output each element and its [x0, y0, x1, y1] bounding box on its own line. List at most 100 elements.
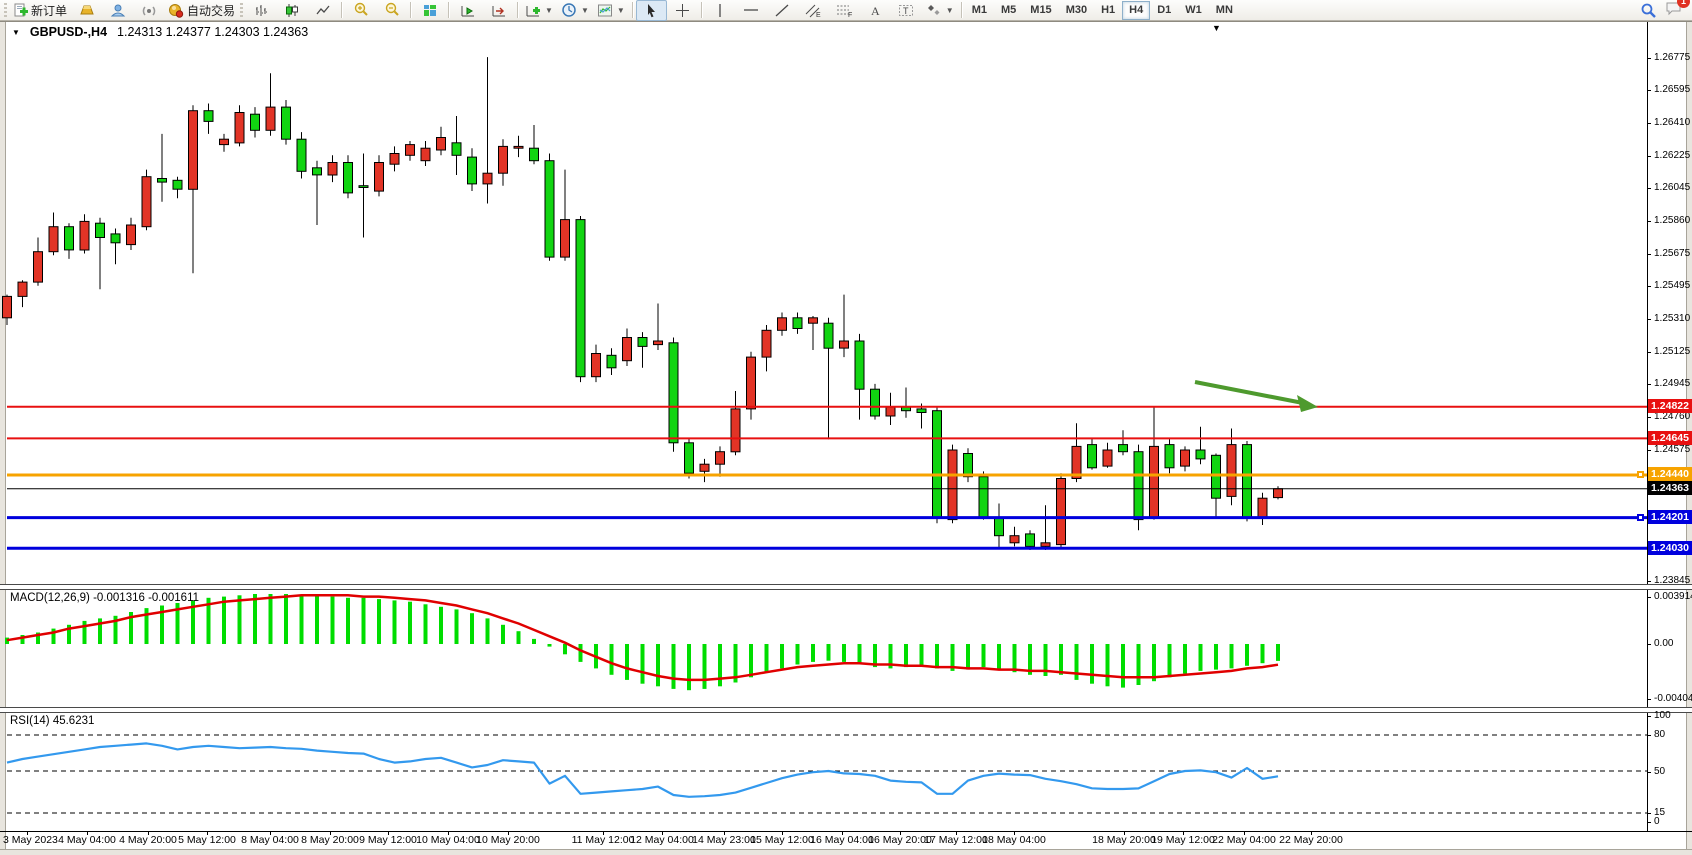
- bullish-candle: [1149, 445, 1159, 519]
- macd-histogram-bar: [888, 644, 893, 669]
- candlestick-chart-button[interactable]: [276, 0, 307, 21]
- community-button[interactable]: [102, 0, 133, 21]
- bearish-candle: [451, 142, 462, 156]
- text-tool-button[interactable]: A: [860, 0, 891, 21]
- macd-histogram-bar: [764, 644, 769, 673]
- trendline-tool-button[interactable]: [767, 0, 798, 21]
- axis-tick-mark: [1647, 254, 1651, 255]
- autotrading-button[interactable]: 自动交易: [164, 0, 239, 21]
- axis-tick-mark: [1647, 772, 1651, 773]
- timeframe-m5-button[interactable]: M5: [1001, 4, 1017, 16]
- cursor-icon: [644, 3, 658, 18]
- bullish-candle: [730, 408, 741, 453]
- bar-chart-icon: [253, 3, 269, 18]
- bearish-candle: [281, 106, 291, 140]
- bearish-candle: [1133, 451, 1144, 521]
- arrows-tool-button[interactable]: ▼: [922, 0, 958, 21]
- macd-histogram-bar: [423, 604, 428, 644]
- rsi-tick-label: 80: [1654, 729, 1666, 740]
- chart-shift-button[interactable]: [483, 0, 514, 21]
- macd-histogram-bar: [1074, 644, 1079, 680]
- macd-histogram-bar: [671, 644, 676, 689]
- autotrading-label: 自动交易: [187, 3, 236, 18]
- chevron-down-icon: ▼: [616, 5, 625, 15]
- bullish-candle: [1257, 497, 1268, 519]
- macd-histogram-bar: [1028, 644, 1032, 675]
- time-tick-mark: [148, 831, 149, 835]
- timeframe-mn-button[interactable]: MN: [1215, 4, 1233, 16]
- bullish-candle: [188, 110, 198, 190]
- bar-chart-button[interactable]: [245, 0, 276, 21]
- macd-histogram-bar: [563, 644, 567, 655]
- line-drag-handle[interactable]: [1637, 514, 1644, 521]
- templates-button[interactable]: ▼: [593, 0, 629, 21]
- time-tick-label: 12 May 04:00: [630, 834, 694, 846]
- macd-histogram-bar: [857, 644, 862, 665]
- toolbar-right-group: 1: [1640, 0, 1690, 21]
- gold-button[interactable]: [71, 0, 102, 21]
- macd-histogram-bar: [346, 597, 350, 644]
- crosshair-tool-button[interactable]: [667, 0, 698, 21]
- rsi-pane-divider[interactable]: [0, 707, 1692, 713]
- horizontal-line-tool-button[interactable]: [736, 0, 767, 21]
- timeframe-w1-button[interactable]: W1: [1185, 4, 1202, 16]
- macd-histogram-bar: [284, 594, 288, 644]
- line-drag-handle[interactable]: [1637, 471, 1644, 478]
- axis-tick-mark: [1647, 417, 1651, 418]
- macd-histogram-bar: [1105, 644, 1110, 687]
- periods-button[interactable]: ▼: [557, 0, 593, 21]
- bullish-candle: [265, 106, 276, 131]
- macd-histogram-bar: [811, 644, 815, 662]
- notifications-button[interactable]: 1: [1665, 0, 1690, 21]
- chart-corner-marker-icon[interactable]: ▼: [1212, 23, 1221, 33]
- macd-histogram-bar: [780, 644, 784, 669]
- fibonacci-tool-button[interactable]: F: [829, 0, 860, 21]
- timeframe-m1-button[interactable]: M1: [971, 4, 987, 16]
- macd-histogram-bar: [718, 644, 722, 687]
- signals-button[interactable]: [133, 0, 164, 21]
- bullish-candle: [17, 281, 28, 297]
- price-badge-1.24645: 1.24645: [1648, 431, 1692, 445]
- time-tick-label: 8 May 20:00: [301, 834, 359, 846]
- price-tick-label: 1.25675: [1654, 248, 1691, 259]
- macd-pane-divider[interactable]: [0, 584, 1692, 590]
- timeframe-h4-button[interactable]: H4: [1122, 0, 1151, 20]
- time-tick-mark: [508, 831, 509, 835]
- new-order-button[interactable]: 新订单: [9, 0, 71, 21]
- time-tick-mark: [1183, 831, 1184, 835]
- time-tick-mark: [270, 831, 271, 835]
- timeframe-h1-button[interactable]: H1: [1101, 4, 1116, 16]
- zoom-out-button[interactable]: [376, 0, 407, 21]
- bearish-candle: [916, 408, 927, 413]
- one-click-trading-collapse-icon[interactable]: ▼: [12, 27, 20, 37]
- price-badge-1.24822: 1.24822: [1648, 399, 1692, 413]
- search-icon[interactable]: [1640, 2, 1657, 19]
- axis-tick-mark: [1647, 123, 1651, 124]
- auto-scroll-button[interactable]: [452, 0, 483, 21]
- zoom-in-button[interactable]: [345, 0, 376, 21]
- bullish-candle: [885, 406, 896, 417]
- vertical-line-tool-button[interactable]: [705, 0, 736, 21]
- equidistant-channel-tool-button[interactable]: E: [798, 0, 829, 21]
- cursor-tool-button[interactable]: [635, 0, 667, 21]
- macd-histogram-bar: [904, 644, 908, 668]
- timeframe-m15-button[interactable]: M15: [1030, 4, 1052, 16]
- tile-windows-button[interactable]: [414, 0, 445, 21]
- line-chart-button[interactable]: [307, 0, 338, 21]
- toolbar-separator: [631, 2, 633, 18]
- bullish-candle: [777, 317, 787, 331]
- macd-histogram-bar: [547, 644, 552, 647]
- indicators-button[interactable]: ▼: [521, 0, 557, 21]
- price-tick-label: 1.26045: [1654, 182, 1691, 193]
- axis-tick-mark: [1647, 319, 1651, 320]
- price-tick-label: 1.24575: [1654, 444, 1691, 455]
- autotrading-icon: [168, 3, 184, 18]
- time-tick-label: 10 May 04:00: [416, 834, 480, 846]
- macd-histogram-bar: [1136, 644, 1141, 685]
- macd-histogram-bar: [144, 608, 149, 644]
- timeframe-m30-button[interactable]: M30: [1065, 4, 1088, 16]
- bearish-candle: [963, 453, 973, 478]
- timeframe-d1-button[interactable]: D1: [1157, 4, 1172, 16]
- text-label-tool-button[interactable]: T: [891, 0, 922, 21]
